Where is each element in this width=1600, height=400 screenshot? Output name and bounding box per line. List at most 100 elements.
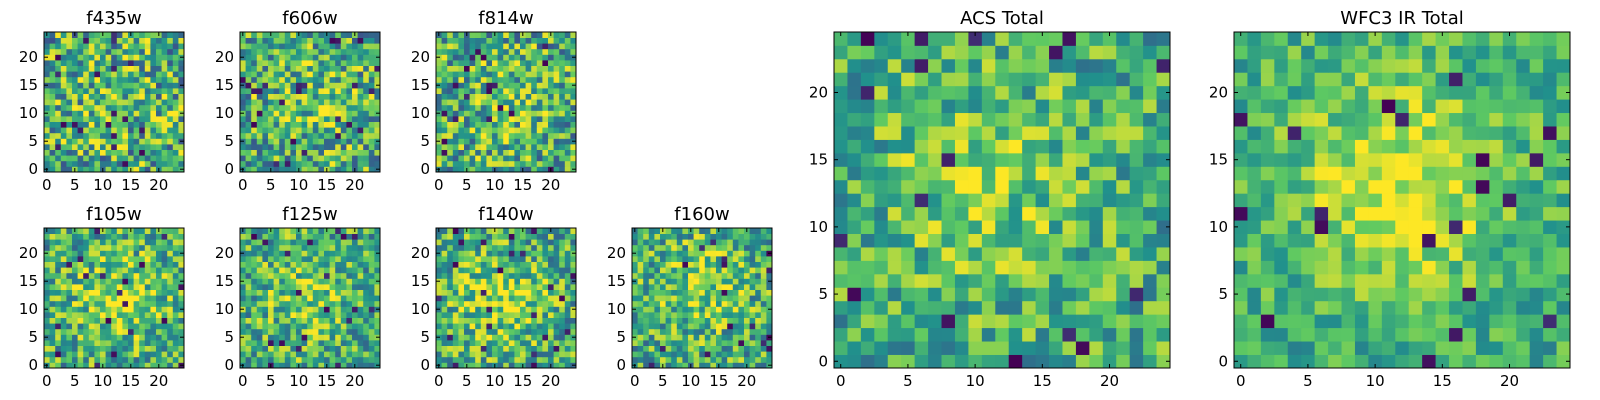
heatmap-cell (452, 110, 459, 117)
heatmap-cell (279, 144, 286, 150)
heatmap-cell (49, 289, 56, 296)
heatmap-cell (553, 37, 560, 44)
heatmap-cell (161, 116, 168, 122)
heatmap-cell (1129, 273, 1144, 288)
heatmap-cell (525, 295, 532, 302)
heatmap-cell (273, 345, 280, 352)
heatmap-cell (508, 37, 515, 44)
heatmap-cell (632, 317, 638, 324)
heatmap-cell (520, 104, 526, 111)
heatmap-cell (296, 272, 302, 279)
heatmap-cell (486, 144, 493, 150)
heatmap-cell (1008, 287, 1023, 302)
heatmap-cell (178, 256, 185, 262)
heatmap-cell (716, 256, 722, 262)
heatmap-cell (374, 144, 381, 150)
heatmap-cell (167, 351, 174, 358)
heatmap-cell (352, 144, 358, 150)
heatmap-cell (665, 256, 672, 262)
heatmap-cell (167, 60, 174, 66)
heatmap-cell (874, 287, 889, 302)
heatmap-cell (139, 82, 146, 89)
heatmap-cell (503, 295, 510, 302)
heatmap-cell (122, 356, 129, 363)
heatmap-cell (699, 328, 706, 335)
heatmap-cell (514, 244, 521, 251)
heatmap-cell (1129, 166, 1144, 181)
x-tick-label: 10 (485, 372, 504, 390)
heatmap-cell (116, 278, 123, 285)
heatmap-cell (279, 110, 286, 117)
heatmap-cell (357, 155, 364, 162)
heatmap-cell (100, 317, 106, 324)
heatmap-cell (55, 121, 62, 128)
heatmap-cell (301, 48, 308, 55)
heatmap-cell (469, 43, 476, 50)
heatmap-cell (167, 345, 174, 352)
heatmap-cell (340, 65, 347, 72)
heatmap-cell (83, 295, 90, 302)
heatmap-cell (536, 340, 543, 346)
heatmap-cell (738, 340, 745, 346)
heatmap-cell (632, 328, 638, 335)
heatmap-cell (492, 317, 498, 324)
heatmap-cell (480, 43, 487, 50)
heatmap-cell (738, 250, 745, 257)
heatmap-cell (161, 312, 168, 318)
heatmap-cell (363, 278, 370, 285)
heatmap-cell (324, 104, 330, 111)
heatmap-cell (732, 340, 739, 346)
heatmap-cell (447, 32, 454, 38)
heatmap-cell (452, 127, 459, 134)
heatmap-cell (860, 300, 875, 315)
heatmap-cell (469, 233, 476, 240)
heatmap-cell (318, 71, 325, 78)
heatmap-cell (688, 261, 694, 268)
heatmap-cell (122, 71, 129, 78)
heatmap-cell (139, 54, 146, 61)
heatmap-cell (632, 233, 638, 240)
heatmap-cell (497, 351, 504, 358)
heatmap-cell (178, 345, 185, 352)
heatmap-cell (564, 160, 571, 167)
heatmap-cell (441, 155, 448, 162)
heatmap-cell (520, 306, 526, 313)
heatmap-cell (144, 250, 151, 257)
heatmap-cell (122, 345, 129, 352)
heatmap-cell (156, 138, 162, 145)
heatmap-cell (363, 345, 370, 352)
heatmap-cell (503, 340, 510, 346)
heatmap-cell (346, 60, 353, 66)
y-tick-label: 0 (28, 160, 38, 178)
heatmap-cell (727, 233, 734, 240)
heatmap-cell (564, 54, 571, 61)
heatmap-cell (268, 256, 274, 262)
heatmap-cell (1143, 193, 1157, 208)
heatmap-cell (520, 116, 526, 122)
heatmap-cell (676, 233, 683, 240)
heatmap-cell (116, 32, 123, 38)
heatmap-cell (335, 351, 342, 358)
heatmap-cell (139, 312, 146, 318)
heatmap-cell (928, 247, 942, 261)
heatmap-cell (296, 278, 302, 285)
heatmap-cell (458, 99, 465, 106)
heatmap-cell (548, 278, 554, 285)
heatmap-cell (682, 272, 689, 279)
heatmap-cell (1102, 273, 1117, 288)
heatmap-cell (128, 295, 134, 302)
heatmap-cell (324, 289, 330, 296)
heatmap-cell (279, 43, 286, 50)
heatmap-cell (548, 155, 554, 162)
heatmap-cell (94, 340, 101, 346)
heatmap-cell (346, 295, 353, 302)
heatmap-cell (324, 37, 330, 44)
x-tick-label: 0 (434, 176, 444, 194)
heatmap-cell (363, 351, 370, 358)
heatmap-cell (486, 93, 493, 100)
heatmap-cell (914, 341, 929, 355)
heatmap-cell (133, 37, 140, 44)
heatmap-cell (458, 289, 465, 296)
heatmap-cell (44, 317, 50, 324)
heatmap-cell (290, 340, 297, 346)
